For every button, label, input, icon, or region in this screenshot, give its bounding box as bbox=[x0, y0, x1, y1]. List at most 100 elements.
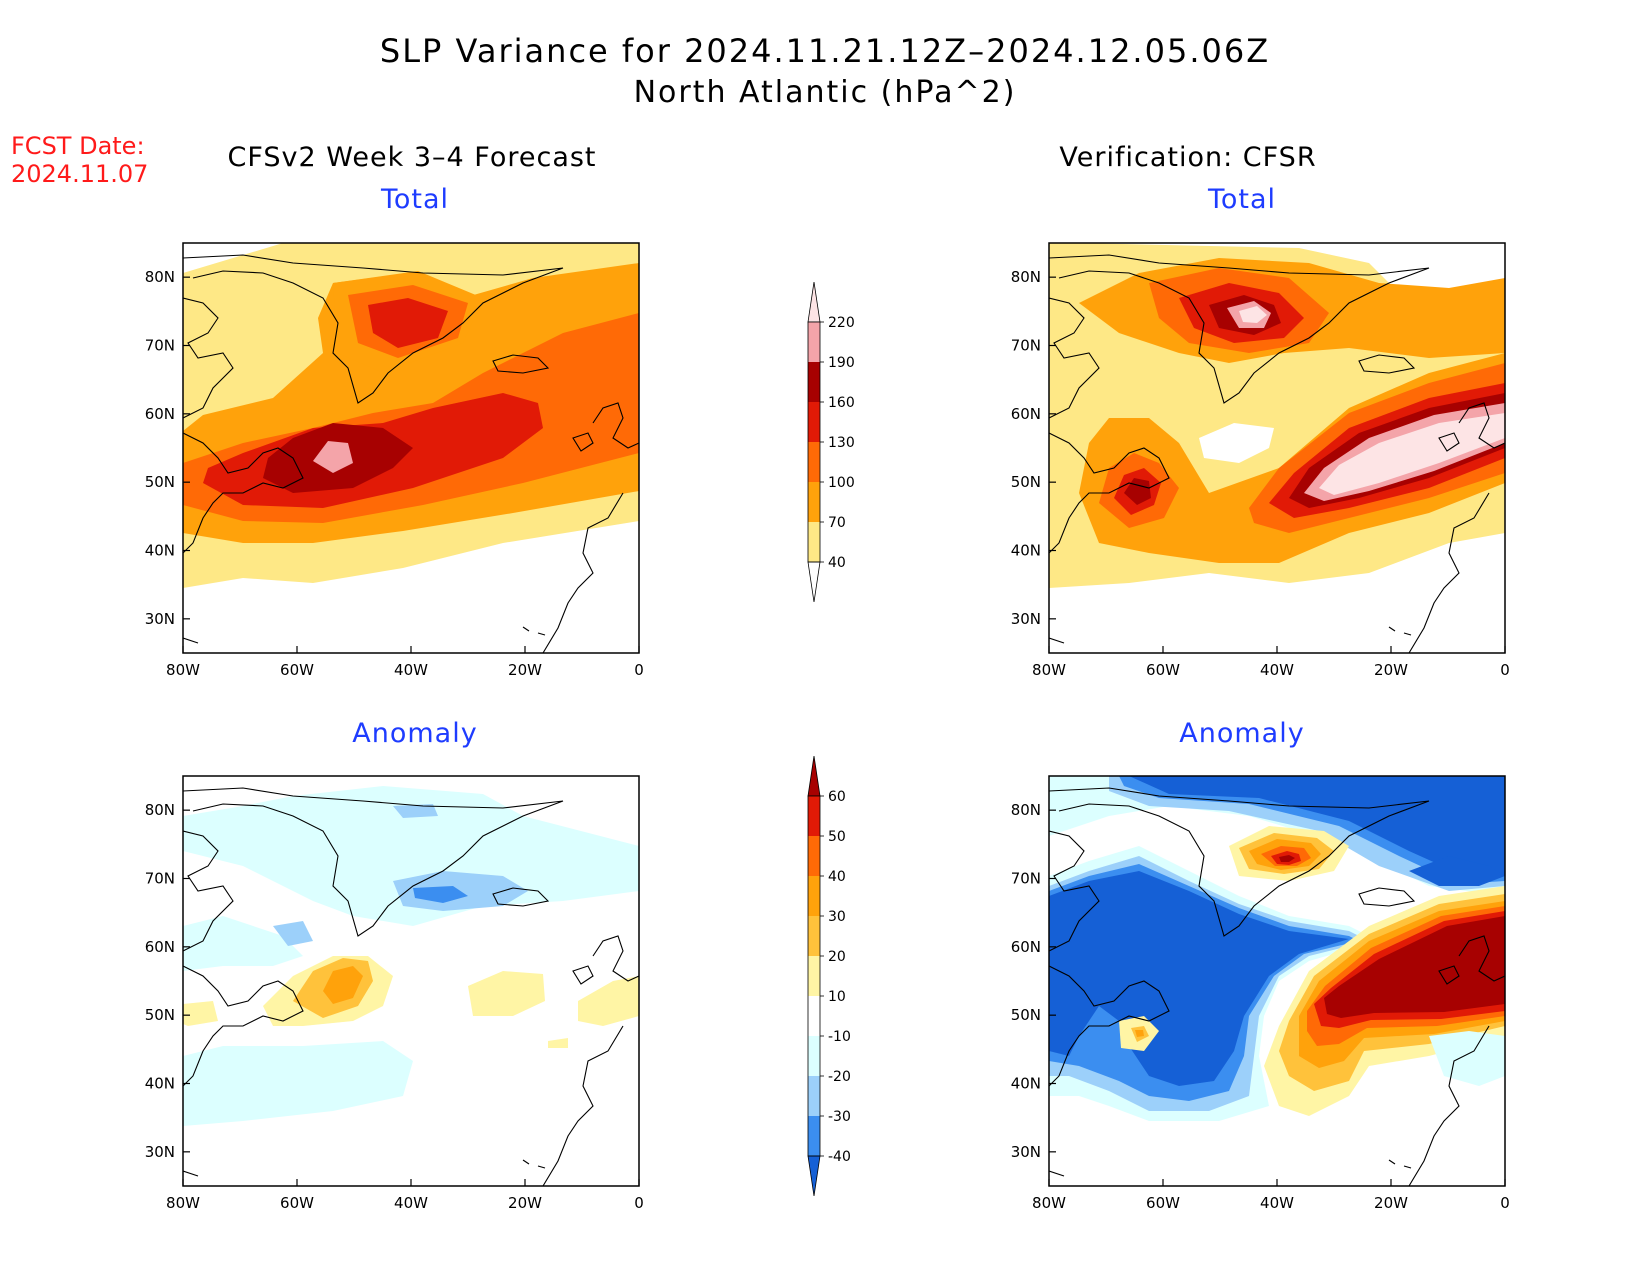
figure-title-line1: SLP Variance for 2024.11.21.12Z–2024.12.… bbox=[379, 32, 1271, 70]
y-tick-label: 70N bbox=[1011, 337, 1041, 355]
anom-neg10-south bbox=[183, 1041, 413, 1126]
x-tick-label: 40W bbox=[394, 1194, 428, 1212]
contour-220-south bbox=[1319, 413, 1505, 495]
y-tick-label: 50N bbox=[1011, 1006, 1041, 1024]
x-tick-label: 0 bbox=[634, 661, 644, 679]
anom-pos10-dot bbox=[548, 1038, 568, 1048]
y-tick-label: 70N bbox=[145, 337, 175, 355]
contour-220 bbox=[1239, 306, 1267, 323]
contour-130-greenland bbox=[368, 298, 448, 348]
colorbar-box bbox=[808, 522, 820, 562]
forecast-total-title: Total bbox=[380, 184, 450, 215]
x-tick-label: 0 bbox=[1500, 1194, 1510, 1212]
verification-anomaly-title: Anomaly bbox=[1179, 718, 1305, 749]
colorbar-label: 20 bbox=[828, 949, 846, 965]
y-tick-label: 60N bbox=[145, 938, 175, 956]
anom-neg30-mid bbox=[413, 886, 468, 903]
verification-column-title: Verification: CFSR bbox=[1059, 142, 1317, 173]
anom-neg20-north bbox=[393, 804, 438, 818]
y-tick-label: 70N bbox=[1011, 870, 1041, 888]
colorbar-label: 60 bbox=[828, 789, 846, 805]
colorbar-box bbox=[808, 402, 820, 442]
colorbar-bottom-triangle bbox=[807, 1155, 821, 1197]
y-tick-label: 30N bbox=[1011, 610, 1041, 628]
colorbar-box bbox=[808, 362, 820, 402]
figure-title-line2: North Atlantic (hPa^2) bbox=[633, 75, 1017, 110]
y-tick-label: 40N bbox=[145, 1075, 175, 1093]
forecast-anomaly-axes: 80W 60W 40W 20W 0 80N 70N 60N 50N 40N 30N bbox=[145, 801, 644, 1212]
colorbar-label: 40 bbox=[828, 555, 846, 571]
anom-neg40-north bbox=[1129, 776, 1505, 878]
coastlines bbox=[183, 787, 639, 1186]
anom-neg10-west bbox=[183, 916, 303, 971]
y-tick-label: 80N bbox=[145, 801, 175, 819]
anom-neg20-west bbox=[273, 921, 313, 946]
anom-pos10-west bbox=[183, 1001, 218, 1026]
x-tick-label: 80W bbox=[1032, 1194, 1066, 1212]
x-tick-label: 80W bbox=[166, 661, 200, 679]
verification-anomaly-axes: 80W 60W 40W 20W 0 80N 70N 60N 50N 40N 30N bbox=[1011, 801, 1510, 1212]
y-tick-label: 30N bbox=[1011, 1143, 1041, 1161]
forecast-anomaly-title: Anomaly bbox=[352, 718, 478, 749]
y-tick-label: 80N bbox=[145, 268, 175, 286]
anom-pos30-nf bbox=[323, 966, 363, 1004]
colorbar-label: 160 bbox=[828, 395, 855, 411]
y-tick-label: 50N bbox=[1011, 473, 1041, 491]
x-tick-label: 20W bbox=[508, 661, 542, 679]
coastlines bbox=[1049, 254, 1505, 653]
forecast-column-title: CFSv2 Week 3–4 Forecast bbox=[227, 142, 597, 173]
x-tick-label: 80W bbox=[1032, 661, 1066, 679]
fcst-date-value: 2024.11.07 bbox=[11, 160, 149, 188]
y-tick-label: 50N bbox=[145, 473, 175, 491]
colorbar-box bbox=[808, 1116, 820, 1156]
x-tick-label: 40W bbox=[394, 661, 428, 679]
anomaly-colorbar: 60 50 40 30 20 10 -10 -20 -30 -40 bbox=[807, 755, 851, 1197]
anom-pos-east-60 bbox=[1324, 916, 1505, 1018]
colorbar-label: 190 bbox=[828, 355, 855, 371]
y-tick-label: 40N bbox=[145, 542, 175, 560]
y-tick-label: 60N bbox=[1011, 405, 1041, 423]
colorbar-box bbox=[808, 996, 820, 1036]
x-tick-label: 0 bbox=[1500, 661, 1510, 679]
forecast-anomaly-map: 80W 60W 40W 20W 0 80N 70N 60N 50N 40N 30N bbox=[145, 775, 644, 1212]
contour-190 bbox=[313, 441, 353, 473]
x-tick-label: 40W bbox=[1260, 1194, 1294, 1212]
y-tick-label: 40N bbox=[1011, 1075, 1041, 1093]
fcst-date-label: FCST Date: bbox=[11, 132, 145, 160]
verification-total-title: Total bbox=[1207, 184, 1277, 215]
x-tick-label: 60W bbox=[1146, 1194, 1180, 1212]
colorbar-box bbox=[808, 956, 820, 996]
colorbar-box bbox=[808, 1076, 820, 1116]
y-tick-label: 70N bbox=[145, 870, 175, 888]
y-tick-label: 60N bbox=[1011, 938, 1041, 956]
anom-neg40-nw bbox=[1409, 856, 1505, 886]
colorbar-label: -30 bbox=[828, 1109, 851, 1125]
x-tick-label: 0 bbox=[634, 1194, 644, 1212]
anom-pos-nf-30 bbox=[1135, 1030, 1144, 1037]
verification-anomaly-map: 80W 60W 40W 20W 0 80N 70N 60N 50N 40N 30N bbox=[1011, 775, 1510, 1212]
colorbar-label: 30 bbox=[828, 909, 846, 925]
anom-neg-se bbox=[1429, 1031, 1505, 1086]
anom-pos10-east bbox=[468, 971, 545, 1016]
x-tick-label: 20W bbox=[1374, 1194, 1408, 1212]
x-tick-label: 20W bbox=[508, 1194, 542, 1212]
colorbar-box bbox=[808, 916, 820, 956]
x-tick-label: 40W bbox=[1260, 661, 1294, 679]
forecast-total-axes: 80W 60W 40W 20W 0 80N 70N 60N 50N 40N 30N bbox=[145, 268, 644, 679]
y-tick-label: 30N bbox=[145, 610, 175, 628]
total-colorbar: 40 70 100 130 160 190 220 bbox=[807, 281, 855, 603]
forecast-total-map: 80W 60W 40W 20W 0 80N 70N 60N 50N 40N 30N bbox=[145, 242, 644, 679]
y-tick-label: 50N bbox=[145, 1006, 175, 1024]
x-tick-label: 20W bbox=[1374, 661, 1408, 679]
colorbar-label: 130 bbox=[828, 435, 855, 451]
y-tick-label: 80N bbox=[1011, 268, 1041, 286]
y-tick-label: 60N bbox=[145, 405, 175, 423]
colorbar-box bbox=[808, 796, 820, 836]
colorbar-label: 40 bbox=[828, 869, 846, 885]
verification-total-axes: 80W 60W 40W 20W 0 80N 70N 60N 50N 40N 30N bbox=[1011, 268, 1510, 679]
colorbar-top-triangle bbox=[807, 755, 821, 797]
colorbar-label: 220 bbox=[828, 315, 855, 331]
contour-160-nf bbox=[1124, 478, 1151, 505]
x-tick-label: 60W bbox=[280, 1194, 314, 1212]
y-tick-label: 80N bbox=[1011, 801, 1041, 819]
